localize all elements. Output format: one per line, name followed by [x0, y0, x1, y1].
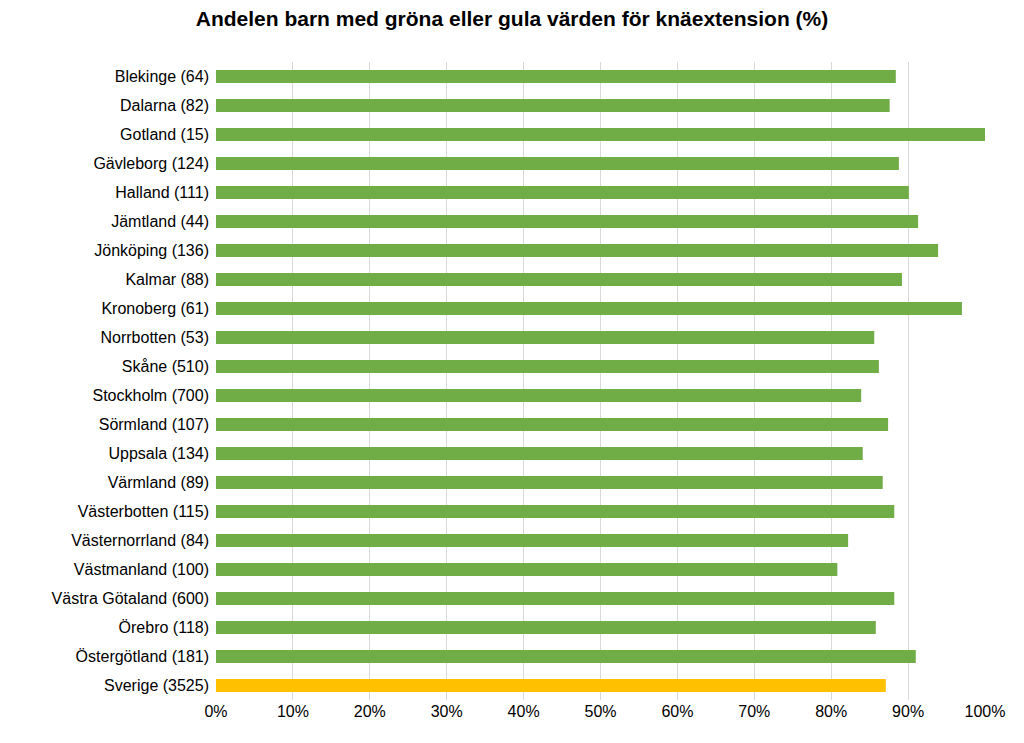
svg-text:20%: 20%	[354, 703, 386, 720]
svg-text:90%: 90%	[892, 703, 924, 720]
svg-text:Blekinge (64): Blekinge (64)	[115, 68, 209, 85]
svg-text:Gotland (15): Gotland (15)	[120, 126, 209, 143]
svg-text:Kalmar (88): Kalmar (88)	[125, 271, 209, 288]
svg-text:Gävleborg (124): Gävleborg (124)	[93, 155, 209, 172]
svg-text:Örebro (118): Örebro (118)	[119, 619, 209, 636]
svg-text:Sverige (3525): Sverige (3525)	[104, 677, 209, 694]
svg-text:10%: 10%	[277, 703, 309, 720]
svg-text:Stockholm (700): Stockholm (700)	[93, 387, 210, 404]
svg-text:Kronoberg (61): Kronoberg (61)	[101, 300, 209, 317]
svg-text:Östergötland (181): Östergötland (181)	[76, 648, 209, 665]
svg-text:Jämtland (44): Jämtland (44)	[111, 213, 209, 230]
svg-text:50%: 50%	[584, 703, 616, 720]
svg-text:Västerbotten (115): Västerbotten (115)	[78, 503, 209, 520]
svg-text:Uppsala (134): Uppsala (134)	[109, 445, 210, 462]
svg-text:Sörmland (107): Sörmland (107)	[99, 416, 209, 433]
svg-text:Norrbotten (53): Norrbotten (53)	[101, 329, 210, 346]
svg-text:Dalarna (82): Dalarna (82)	[120, 97, 209, 114]
svg-text:Västernorrland (84): Västernorrland (84)	[71, 532, 209, 549]
svg-text:Skåne (510): Skåne (510)	[122, 358, 209, 375]
svg-text:40%: 40%	[508, 703, 540, 720]
svg-text:Västmanland (100): Västmanland (100)	[74, 561, 209, 578]
svg-text:30%: 30%	[431, 703, 463, 720]
svg-text:Jönköping (136): Jönköping (136)	[94, 242, 209, 259]
svg-text:Västra Götaland (600): Västra Götaland (600)	[52, 590, 209, 607]
svg-text:80%: 80%	[815, 703, 847, 720]
svg-text:Halland (111): Halland (111)	[115, 184, 209, 201]
svg-text:Andelen barn med gröna eller g: Andelen barn med gröna eller gula värden…	[196, 7, 828, 30]
svg-text:0%: 0%	[204, 703, 227, 720]
svg-text:70%: 70%	[738, 703, 770, 720]
svg-text:Värmland (89): Värmland (89)	[108, 474, 209, 491]
svg-text:60%: 60%	[661, 703, 693, 720]
svg-text:100%: 100%	[965, 703, 1006, 720]
